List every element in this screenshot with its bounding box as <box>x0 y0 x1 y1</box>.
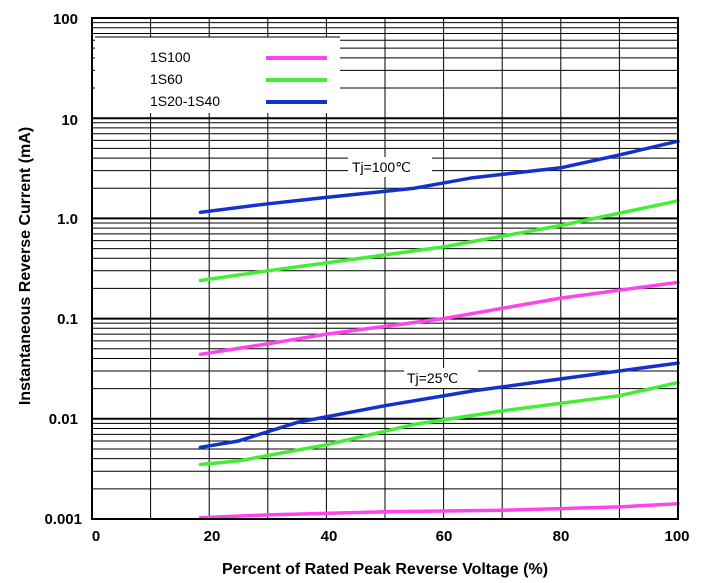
plot-frame <box>91 17 679 520</box>
y-tick-label: 0.001 <box>44 511 82 528</box>
x-tick-label: 60 <box>436 528 453 545</box>
series-layer <box>198 139 680 520</box>
series-line-1s60 <box>198 199 680 283</box>
series-line-1s20-1s40 <box>198 361 680 450</box>
series-line-1s100 <box>198 280 680 357</box>
x-tick-label: 40 <box>321 528 338 545</box>
x-tick-label: 100 <box>664 528 689 545</box>
y-tick-label: 1.0 <box>57 211 78 228</box>
annotation-tj-100c: Tj=100℃ <box>352 159 411 175</box>
x-tick-label: 0 <box>92 528 100 545</box>
legend-label-1s100: 1S100 <box>150 49 191 65</box>
series-line-1s100 <box>198 501 680 520</box>
y-tick-label: 0.1 <box>57 311 78 328</box>
series-line-1s20-1s40 <box>198 139 680 215</box>
x-tick-label: 20 <box>204 528 221 545</box>
y-tick-label: 0.01 <box>49 411 78 428</box>
series-line-1s60 <box>198 380 680 467</box>
y-tick-label: 10 <box>61 112 78 129</box>
annotation-bg-25c <box>404 368 478 388</box>
legend-label-1s60: 1S60 <box>150 71 183 87</box>
legend: 1S100 1S60 1S20-1S40 <box>95 36 340 113</box>
y-axis-label: Instantaneous Reverse Current (mA) <box>17 127 34 405</box>
annotation-tj-25c: Tj=25℃ <box>407 370 458 386</box>
x-tick-labels: 0 20 40 60 80 100 <box>92 528 690 545</box>
x-tick-label: 80 <box>553 528 570 545</box>
grid-major <box>92 117 678 420</box>
legend-label-1s20-1s40: 1S20-1S40 <box>150 93 220 109</box>
annotation-bg-100c <box>348 157 432 177</box>
y-tick-label: 100 <box>53 11 78 28</box>
y-tick-labels: 0.001 0.01 0.1 1.0 10 100 <box>44 11 82 528</box>
x-axis-label: Percent of Rated Peak Reverse Voltage (%… <box>222 561 548 578</box>
